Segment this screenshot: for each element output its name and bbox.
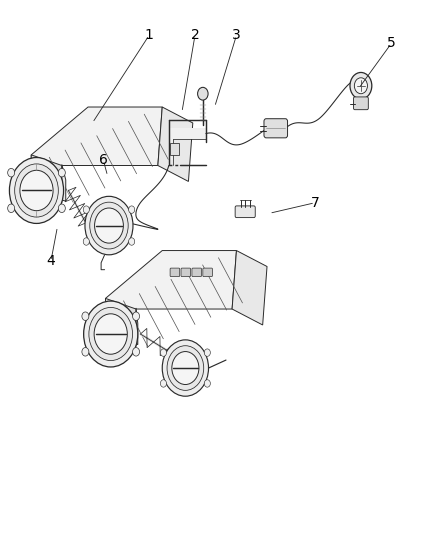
Text: 6: 6 [99, 153, 108, 167]
Polygon shape [232, 251, 267, 325]
Text: 1: 1 [145, 28, 154, 42]
Circle shape [129, 206, 135, 213]
FancyBboxPatch shape [181, 268, 191, 277]
Text: 7: 7 [311, 196, 319, 209]
Text: 5: 5 [387, 36, 396, 50]
Text: 3: 3 [232, 28, 241, 42]
FancyBboxPatch shape [170, 268, 180, 277]
FancyBboxPatch shape [235, 206, 255, 217]
Circle shape [89, 308, 133, 361]
Circle shape [172, 352, 199, 384]
Circle shape [83, 238, 89, 245]
Circle shape [90, 202, 128, 249]
FancyBboxPatch shape [192, 268, 201, 277]
FancyBboxPatch shape [264, 119, 288, 138]
Circle shape [133, 312, 140, 320]
Circle shape [133, 348, 140, 356]
Circle shape [58, 168, 65, 177]
Circle shape [198, 87, 208, 100]
Polygon shape [62, 165, 66, 201]
Circle shape [8, 204, 14, 213]
Circle shape [204, 349, 210, 357]
Circle shape [167, 346, 204, 390]
Circle shape [94, 314, 127, 354]
Circle shape [58, 204, 65, 213]
Circle shape [84, 301, 138, 367]
Circle shape [82, 348, 89, 356]
FancyBboxPatch shape [203, 268, 212, 277]
FancyBboxPatch shape [353, 97, 368, 110]
Circle shape [162, 340, 208, 396]
Circle shape [82, 312, 89, 320]
Circle shape [85, 196, 133, 255]
Circle shape [350, 72, 372, 99]
Circle shape [204, 379, 210, 387]
Polygon shape [31, 107, 162, 197]
Polygon shape [136, 308, 138, 345]
Text: 4: 4 [46, 254, 55, 268]
Circle shape [10, 158, 64, 223]
Text: 2: 2 [191, 28, 199, 42]
Polygon shape [31, 155, 62, 203]
Circle shape [8, 168, 14, 177]
FancyBboxPatch shape [170, 143, 179, 155]
Circle shape [160, 379, 166, 387]
Circle shape [129, 238, 135, 245]
Polygon shape [106, 298, 136, 346]
Circle shape [14, 164, 58, 217]
Circle shape [95, 208, 124, 243]
Circle shape [83, 206, 89, 213]
Circle shape [160, 349, 166, 357]
Polygon shape [158, 107, 193, 181]
Polygon shape [106, 251, 237, 341]
Circle shape [20, 170, 53, 211]
Circle shape [354, 78, 367, 94]
Polygon shape [169, 128, 206, 160]
